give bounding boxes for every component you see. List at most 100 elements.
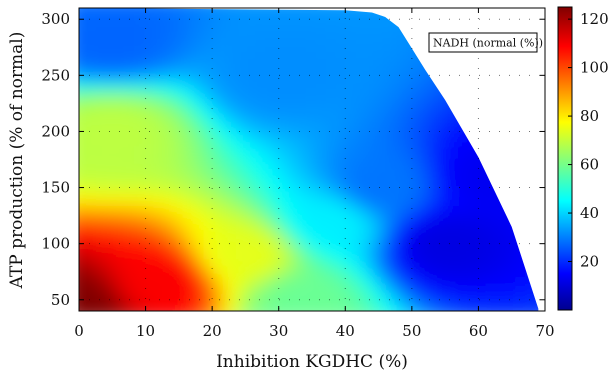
heatmap-cell — [195, 57, 207, 65]
heatmap-cell — [515, 165, 526, 173]
heatmap-cell — [66, 44, 77, 51]
heatmap-cell — [225, 84, 237, 92]
heatmap-cell — [105, 77, 117, 85]
heatmap-cell — [495, 23, 506, 32]
heatmap-cell — [185, 117, 197, 126]
heatmap-cell — [345, 97, 356, 106]
heatmap-cell — [285, 111, 296, 119]
heatmap-cell — [85, 232, 97, 240]
heatmap-cell — [295, 198, 306, 207]
y-tick-label: 200 — [41, 122, 70, 140]
heatmap-cell — [455, 239, 466, 247]
heatmap-cell — [205, 212, 217, 220]
heatmap-cell — [315, 239, 326, 247]
heatmap-cell — [345, 266, 356, 274]
heatmap-cell — [445, 198, 456, 207]
heatmap-cell — [325, 286, 336, 294]
heatmap-cell — [205, 205, 217, 213]
heatmap-cell — [255, 286, 266, 294]
heatmap-cell — [185, 91, 197, 99]
heatmap-cell — [265, 178, 276, 186]
heatmap-cell — [495, 259, 506, 267]
heatmap-cell — [79, 138, 87, 146]
heatmap-cell — [155, 212, 167, 220]
heatmap-cell — [245, 0, 256, 4]
heatmap-cell — [375, 272, 386, 281]
heatmap-cell — [425, 0, 436, 4]
heatmap-cell — [415, 64, 426, 72]
heatmap-cell — [355, 299, 366, 308]
heatmap-cell — [465, 198, 476, 207]
heatmap-cell — [185, 165, 197, 173]
heatmap-cell — [385, 299, 396, 308]
heatmap-cell — [395, 232, 406, 240]
colorbar-tick-label: 20 — [580, 253, 599, 271]
heatmap-cell — [295, 57, 306, 65]
heatmap-cell — [66, 57, 77, 64]
heatmap-cell — [135, 111, 147, 119]
heatmap-cell — [445, 8, 456, 11]
heatmap-cell — [115, 299, 127, 308]
heatmap-cell — [495, 185, 506, 193]
heatmap-cell — [85, 293, 97, 301]
heatmap-cell — [245, 205, 257, 213]
heatmap-cell — [525, 212, 536, 220]
heatmap-cell — [535, 198, 539, 207]
heatmap-cell — [275, 91, 286, 99]
heatmap-cell — [475, 104, 486, 112]
heatmap-cell — [245, 313, 256, 320]
heatmap-cell — [415, 158, 426, 166]
heatmap-cell — [95, 84, 107, 92]
heatmap-cell — [185, 185, 197, 193]
heatmap-cell — [115, 266, 127, 274]
heatmap-cell — [445, 245, 456, 254]
heatmap-cell — [215, 185, 227, 193]
heatmap-cell — [505, 306, 516, 311]
heatmap-cell — [205, 70, 217, 79]
heatmap-cell — [375, 151, 386, 159]
heatmap-cell — [135, 64, 147, 72]
heatmap-cell — [225, 104, 237, 112]
heatmap-cell — [415, 165, 426, 173]
heatmap-cell — [465, 192, 476, 200]
heatmap-cell — [535, 178, 539, 186]
heatmap-cell — [86, 0, 97, 4]
heatmap-cell — [345, 171, 356, 180]
heatmap-cell — [275, 111, 286, 119]
heatmap-cell — [165, 97, 177, 106]
heatmap-cell — [79, 104, 87, 112]
heatmap-cell — [105, 286, 117, 294]
legend-frame — [428, 32, 538, 53]
heatmap-cell — [235, 286, 247, 294]
heatmap-cell — [265, 57, 276, 65]
heatmap-cell — [415, 97, 426, 106]
heatmap-cell — [175, 185, 187, 193]
heatmap-cell — [135, 50, 147, 58]
heatmap-cell — [265, 8, 276, 11]
heatmap-cell — [415, 245, 426, 254]
heatmap-cell — [175, 138, 187, 146]
heatmap-cell — [535, 23, 539, 32]
heatmap-cell — [155, 171, 167, 180]
heatmap-cell — [115, 252, 127, 260]
heatmap-cell — [255, 198, 266, 207]
heatmap-cell — [495, 111, 506, 119]
heatmap-cell — [465, 165, 476, 173]
heatmap-cell — [205, 272, 217, 281]
heatmap-cell — [205, 131, 217, 139]
heatmap-cell — [166, 313, 177, 320]
heatmap-cell — [285, 16, 296, 25]
heatmap-cell — [395, 266, 406, 274]
heatmap-cell — [96, 0, 107, 4]
heatmap-cell — [265, 306, 276, 311]
heatmap-cell — [305, 10, 316, 18]
heatmap-cell — [365, 151, 376, 159]
heatmap-cell — [165, 252, 177, 260]
heatmap-cell — [125, 117, 137, 126]
heatmap-cell — [355, 313, 366, 320]
heatmap-cell — [425, 218, 436, 227]
heatmap-cell — [475, 117, 486, 126]
heatmap-cell — [405, 225, 416, 234]
heatmap-cell — [245, 97, 257, 106]
